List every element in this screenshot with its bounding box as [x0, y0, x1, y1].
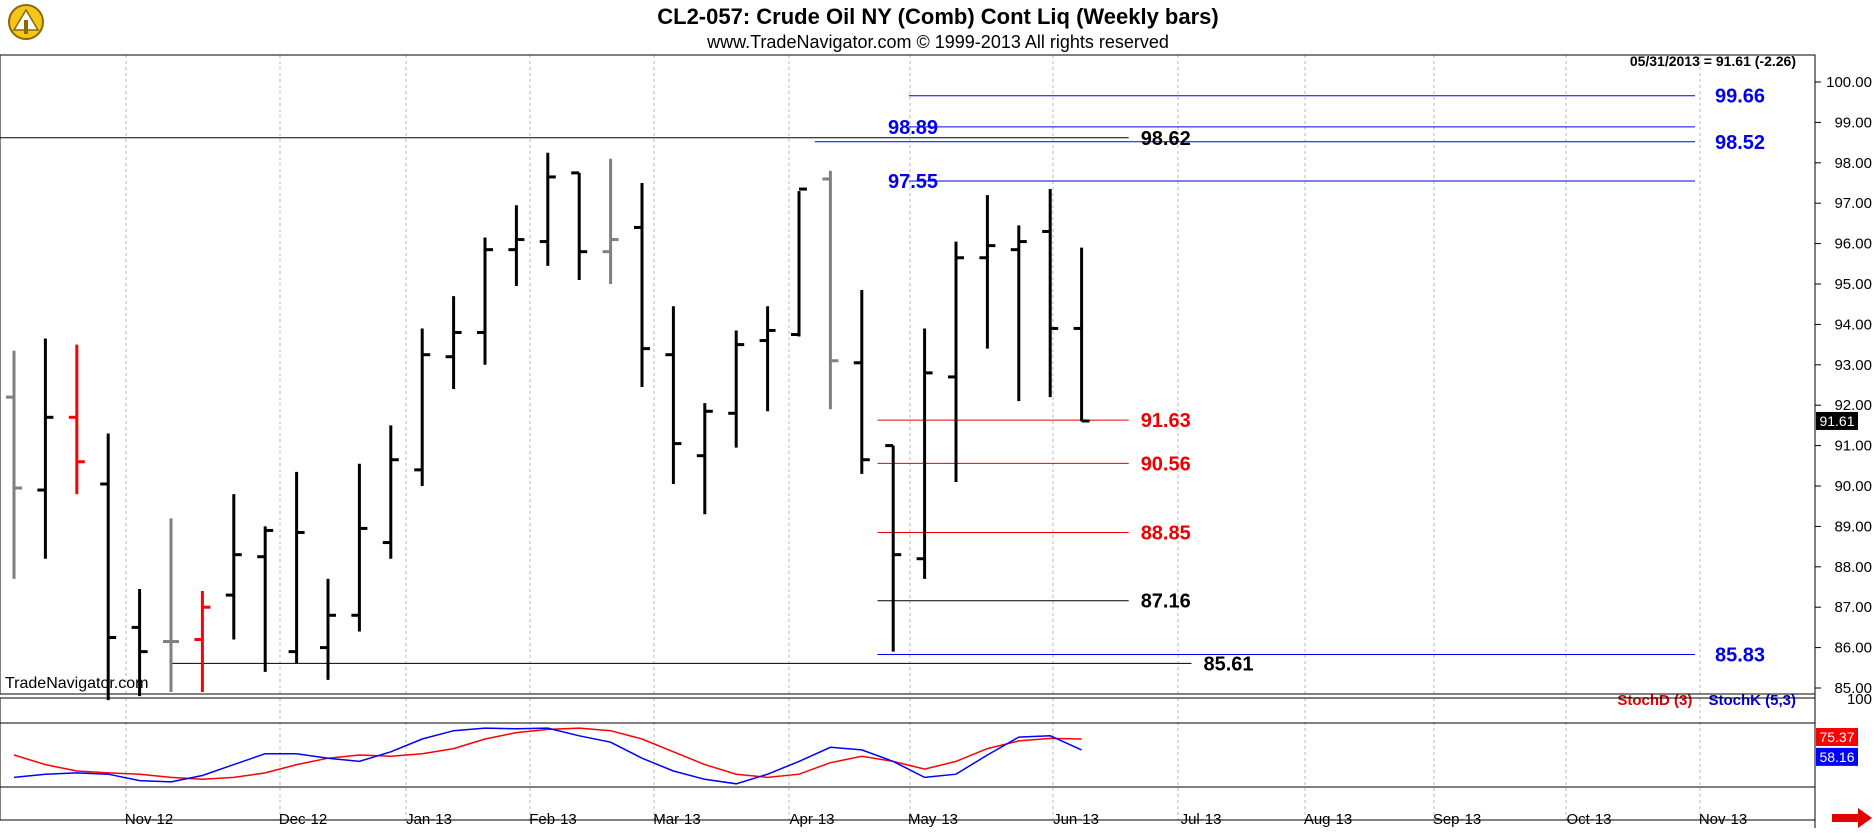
level-label: 85.61	[1204, 653, 1254, 675]
ohlc-bar	[194, 591, 211, 693]
ohlc-bar	[696, 403, 713, 515]
ohlc-bar	[414, 328, 431, 486]
ohlc-bar	[68, 344, 85, 495]
y-tick-label: 91.00	[1834, 438, 1872, 455]
y-tick-label: 90.00	[1834, 478, 1872, 495]
y-tick-label: 89.00	[1834, 518, 1872, 535]
ohlc-bar	[822, 170, 839, 410]
ohlc-bar	[100, 433, 117, 701]
ohlc-bar	[979, 195, 996, 349]
ohlc-bar	[1042, 189, 1059, 398]
level-label: 88.85	[1141, 522, 1191, 544]
ohlc-bar	[853, 290, 870, 474]
stoch-100-label: 100	[1847, 691, 1872, 708]
stochastic-panel-frame	[0, 697, 1816, 821]
x-tick-label: Sep-13	[1433, 811, 1481, 828]
level-label: 90.56	[1141, 453, 1191, 475]
ohlc-bar	[916, 328, 933, 579]
ohlc-bar	[37, 338, 54, 559]
ohlc-bar	[948, 241, 964, 482]
chart-subtitle: www.TradeNavigator.com © 1999-2013 All r…	[707, 32, 1169, 52]
watermark: TradeNavigator.com	[5, 675, 149, 692]
ohlc-bar	[665, 306, 682, 484]
ohlc-bar	[351, 463, 368, 632]
last-price-label: 91.61	[1819, 413, 1854, 429]
ohlc-bar	[508, 205, 525, 287]
x-tick-label: May-13	[908, 811, 958, 828]
ohlc-bar	[728, 330, 745, 448]
x-tick-label: Feb-13	[529, 811, 577, 828]
level-label: 97.55	[888, 171, 938, 193]
x-tick-label: Apr-13	[789, 811, 834, 828]
stoch-k-last-label: 58.16	[1819, 749, 1854, 765]
x-tick-label: Jun-13	[1053, 811, 1099, 828]
x-tick-label: Nov-12	[125, 811, 173, 828]
level-label: 98.52	[1715, 132, 1765, 154]
ohlc-bar	[602, 158, 619, 284]
y-tick-label: 85.00	[1834, 680, 1872, 697]
level-label: 99.66	[1715, 86, 1765, 108]
level-label: 98.89	[888, 117, 938, 139]
level-label: 91.63	[1141, 410, 1191, 432]
x-tick-label: Nov-13	[1699, 811, 1747, 828]
ohlc-bar	[288, 471, 305, 664]
ohlc-bar	[539, 152, 556, 266]
x-tick-label: Jan-13	[406, 811, 452, 828]
x-tick-label: Aug-13	[1304, 811, 1352, 828]
ohlc-bar	[885, 444, 902, 652]
ohlc-bar	[791, 187, 807, 337]
stoch-k-line	[13, 727, 1082, 785]
ohlc-bar	[257, 526, 274, 672]
ohlc-bar	[6, 350, 22, 579]
price-panel-frame	[0, 54, 1816, 695]
stoch-d-line	[13, 727, 1082, 781]
stochastic-legend: StochD (3) StochK (5,3)	[1617, 692, 1796, 709]
y-tick-label: 86.00	[1834, 640, 1872, 657]
stoch-k-legend: StochK (5,3)	[1708, 692, 1796, 709]
x-tick-label: Oct-13	[1566, 811, 1611, 828]
ohlc-bar	[1010, 225, 1027, 402]
ohlc-bar	[634, 183, 650, 388]
ohlc-bar	[131, 589, 148, 697]
level-label: 87.16	[1141, 591, 1191, 613]
stoch-d-last-label: 75.37	[1819, 729, 1854, 745]
y-tick-label: 97.00	[1834, 195, 1872, 212]
y-tick-label: 98.00	[1834, 155, 1872, 172]
y-tick-label: 93.00	[1834, 357, 1872, 374]
ohlc-bar	[320, 578, 336, 680]
level-label: 85.83	[1715, 644, 1765, 666]
x-tick-label: Dec-12	[279, 811, 327, 828]
stoch-d-last-box	[1816, 728, 1858, 746]
last-price-box	[1816, 411, 1858, 430]
ohlc-bar	[759, 306, 776, 412]
y-tick-label: 99.00	[1834, 114, 1872, 131]
x-tick-label: Jul-13	[1181, 811, 1222, 828]
ohlc-bar	[225, 494, 242, 640]
stoch-k-last-box	[1816, 747, 1858, 766]
y-tick-label: 94.00	[1834, 316, 1872, 333]
scroll-right-arrow-icon[interactable]	[1832, 808, 1872, 833]
y-tick-label: 92.00	[1834, 397, 1872, 414]
y-tick-label: 88.00	[1834, 559, 1872, 576]
y-tick-label: 100.00	[1826, 74, 1872, 91]
ohlc-bar	[571, 171, 588, 280]
trade-navigator-logo-icon	[4, 2, 48, 49]
last-price-info: 05/31/2013 = 91.61 (-2.26)	[1629, 53, 1796, 69]
level-label: 98.62	[1141, 128, 1191, 150]
chart-title: CL2-057: Crude Oil NY (Comb) Cont Liq (W…	[657, 4, 1219, 29]
stoch-d-legend: StochD (3)	[1617, 692, 1693, 709]
ohlc-bar	[1073, 247, 1090, 423]
ohlc-bar	[445, 296, 462, 390]
ohlc-bar	[382, 425, 399, 559]
y-tick-label: 95.00	[1834, 276, 1872, 293]
x-tick-label: Mar-13	[653, 811, 701, 828]
ohlc-bar	[477, 237, 493, 365]
y-tick-label: 87.00	[1834, 599, 1872, 616]
ohlc-bar	[163, 518, 179, 693]
y-tick-label: 96.00	[1834, 236, 1872, 253]
